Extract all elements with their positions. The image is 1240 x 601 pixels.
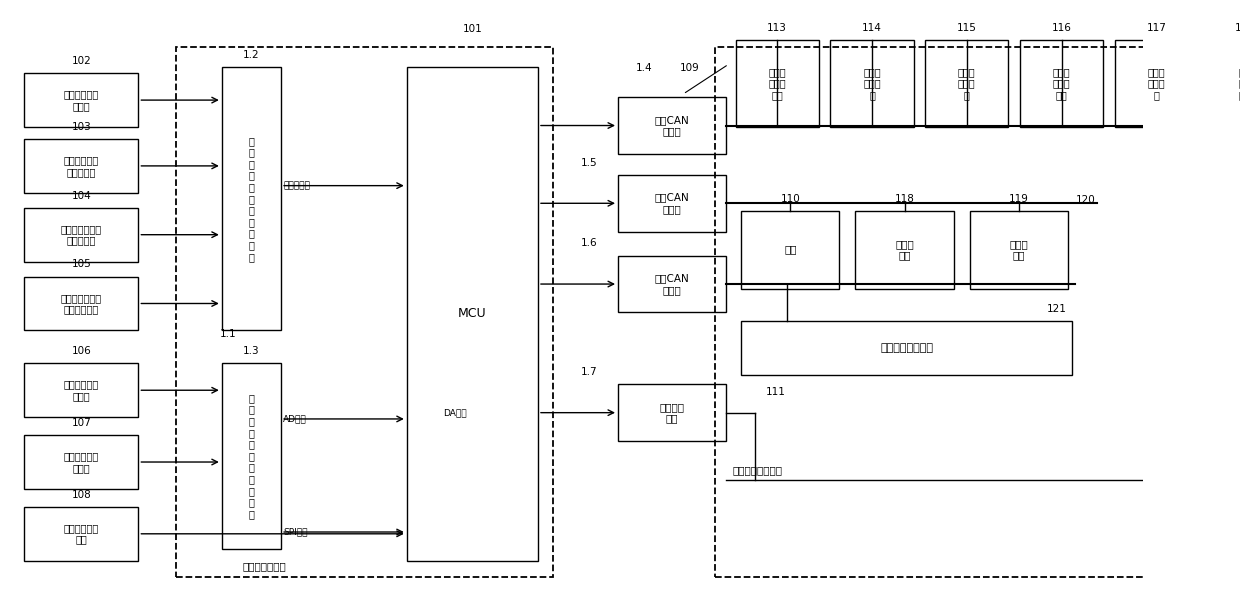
Text: 驱动放大
模块: 驱动放大 模块 (660, 402, 684, 424)
Text: 103: 103 (72, 122, 92, 132)
Text: 车身控
制器: 车身控 制器 (895, 239, 914, 260)
Text: 106: 106 (72, 346, 92, 356)
FancyBboxPatch shape (1115, 40, 1198, 127)
FancyBboxPatch shape (856, 211, 954, 288)
Text: 116: 116 (1052, 23, 1071, 33)
FancyBboxPatch shape (25, 507, 139, 561)
FancyBboxPatch shape (1207, 40, 1240, 127)
Text: 转向系
统控制
器: 转向系 统控制 器 (959, 67, 976, 100)
Text: 119: 119 (1009, 194, 1029, 204)
Text: 1.5: 1.5 (580, 157, 598, 168)
Text: 第二CAN
收发器: 第二CAN 收发器 (655, 192, 689, 214)
Text: 油气悬
架控制
器: 油气悬 架控制 器 (863, 67, 880, 100)
Text: 111: 111 (765, 387, 785, 397)
FancyBboxPatch shape (970, 211, 1068, 288)
Text: 驾驶模式信号
输入端: 驾驶模式信号 输入端 (63, 90, 99, 111)
Text: 1.7: 1.7 (580, 367, 598, 377)
Text: 113: 113 (768, 23, 787, 33)
Text: 第
二
滤
波
及
信
号
调
理
模
块: 第 二 滤 波 及 信 号 调 理 模 块 (248, 393, 254, 519)
FancyBboxPatch shape (25, 139, 139, 193)
Text: DA转换: DA转换 (443, 408, 466, 417)
FancyBboxPatch shape (407, 67, 538, 561)
FancyBboxPatch shape (742, 211, 839, 288)
Text: 115: 115 (957, 23, 977, 33)
Text: 加速踏板模拟信号: 加速踏板模拟信号 (732, 465, 782, 475)
Text: 自动变
速箱控
制器: 自动变 速箱控 制器 (769, 67, 786, 100)
Text: 101: 101 (463, 24, 482, 34)
Text: 117: 117 (1146, 23, 1166, 33)
Text: 中央充
放气控
制器: 中央充 放气控 制器 (1053, 67, 1070, 100)
FancyBboxPatch shape (222, 67, 281, 331)
Text: 整车综合控制器: 整车综合控制器 (242, 561, 286, 571)
FancyBboxPatch shape (618, 255, 727, 313)
Text: 一键启动开关
信号输入端: 一键启动开关 信号输入端 (63, 155, 99, 177)
Text: 1.3: 1.3 (243, 346, 259, 356)
Text: 120: 120 (1076, 195, 1096, 205)
FancyBboxPatch shape (618, 384, 727, 441)
Text: 仪表: 仪表 (784, 245, 796, 255)
Text: 112: 112 (1235, 23, 1240, 33)
Text: 自动驾驶仪控制器: 自动驾驶仪控制器 (880, 343, 934, 353)
Text: 1.2: 1.2 (243, 50, 259, 60)
Text: 110: 110 (780, 194, 800, 204)
Text: 制动踏板信号
输入端: 制动踏板信号 输入端 (63, 451, 99, 473)
Text: 第一CAN
收发器: 第一CAN 收发器 (655, 115, 689, 136)
Text: 102: 102 (72, 56, 92, 66)
FancyBboxPatch shape (618, 97, 727, 154)
FancyBboxPatch shape (831, 40, 914, 127)
FancyBboxPatch shape (25, 364, 139, 417)
FancyBboxPatch shape (25, 276, 139, 331)
FancyBboxPatch shape (222, 364, 281, 549)
Text: 制动系
统控制
器: 制动系 统控制 器 (1147, 67, 1166, 100)
Text: AD转换: AD转换 (284, 415, 308, 424)
Text: 108: 108 (72, 490, 92, 499)
Text: 114: 114 (862, 23, 882, 33)
Text: 1.4: 1.4 (635, 63, 652, 73)
Text: 118: 118 (894, 194, 914, 204)
Text: 121: 121 (1047, 304, 1066, 314)
FancyBboxPatch shape (735, 40, 818, 127)
FancyBboxPatch shape (25, 73, 139, 127)
Text: 104: 104 (72, 191, 92, 201)
FancyBboxPatch shape (25, 435, 139, 489)
Text: 1.1: 1.1 (221, 329, 237, 340)
FancyBboxPatch shape (25, 208, 139, 261)
Text: 107: 107 (72, 418, 92, 428)
Text: 109: 109 (680, 63, 699, 73)
Text: 中央充放气模式
信号输入端: 中央充放气模式 信号输入端 (61, 224, 102, 245)
Text: 第三CAN
收发器: 第三CAN 收发器 (655, 273, 689, 295)
Text: 开关量输入: 开关量输入 (284, 181, 310, 190)
FancyBboxPatch shape (1019, 40, 1104, 127)
Text: SPI通讯: SPI通讯 (284, 528, 308, 537)
Text: MCU: MCU (458, 308, 486, 320)
Text: 加速踏板信号
输入端: 加速踏板信号 输入端 (63, 379, 99, 401)
Text: 陀螺仪信号输
入端: 陀螺仪信号输 入端 (63, 523, 99, 545)
Text: 105: 105 (72, 260, 92, 269)
FancyBboxPatch shape (618, 175, 727, 232)
FancyBboxPatch shape (925, 40, 1008, 127)
FancyBboxPatch shape (742, 322, 1073, 375)
Text: 空调控
制器: 空调控 制器 (1009, 239, 1028, 260)
Text: 油气悬架高度调
节信号输入端: 油气悬架高度调 节信号输入端 (61, 293, 102, 314)
Text: 第
一
滤
波
及
信
号
调
理
模
块: 第 一 滤 波 及 信 号 调 理 模 块 (248, 136, 254, 262)
Text: 1.6: 1.6 (580, 239, 598, 248)
